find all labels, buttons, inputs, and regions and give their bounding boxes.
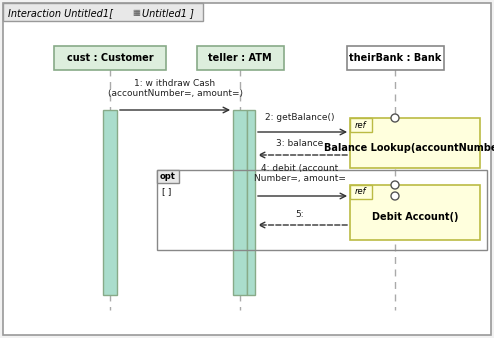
Bar xyxy=(350,185,480,240)
Text: Balance Lookup(accountNumber): Balance Lookup(accountNumber) xyxy=(324,143,494,153)
Text: Untitled1 ]: Untitled1 ] xyxy=(142,8,194,18)
Bar xyxy=(157,170,179,183)
Text: Debit Account(): Debit Account() xyxy=(372,213,458,222)
Text: opt: opt xyxy=(160,172,176,181)
Bar xyxy=(157,170,487,250)
Text: 4: debit (account
Number=, amount=: 4: debit (account Number=, amount= xyxy=(254,164,346,183)
Text: theirBank : Bank: theirBank : Bank xyxy=(349,53,441,63)
Text: 3: balance: 3: balance xyxy=(276,139,324,148)
Circle shape xyxy=(391,114,399,122)
Text: cust : Customer: cust : Customer xyxy=(67,53,153,63)
FancyBboxPatch shape xyxy=(197,46,284,70)
Bar xyxy=(350,118,480,168)
Text: ref: ref xyxy=(355,121,367,129)
Bar xyxy=(350,118,372,132)
Text: teller : ATM: teller : ATM xyxy=(208,53,272,63)
Circle shape xyxy=(391,181,399,189)
FancyBboxPatch shape xyxy=(3,3,203,21)
FancyBboxPatch shape xyxy=(54,46,166,70)
Text: 1: w ithdraw Cash
(accountNumber=, amount=): 1: w ithdraw Cash (accountNumber=, amoun… xyxy=(108,79,243,98)
Text: [ ]: [ ] xyxy=(162,188,171,196)
Bar xyxy=(233,110,247,295)
Bar xyxy=(103,110,117,295)
Text: 5:: 5: xyxy=(296,210,304,219)
FancyBboxPatch shape xyxy=(346,46,444,70)
Text: ▦: ▦ xyxy=(132,8,140,18)
Bar xyxy=(247,110,255,295)
Bar xyxy=(350,185,372,199)
Text: 2: getBalance(): 2: getBalance() xyxy=(265,113,335,122)
Text: Interaction Untitled1[: Interaction Untitled1[ xyxy=(8,8,113,18)
Text: ref: ref xyxy=(355,188,367,196)
Circle shape xyxy=(391,192,399,200)
